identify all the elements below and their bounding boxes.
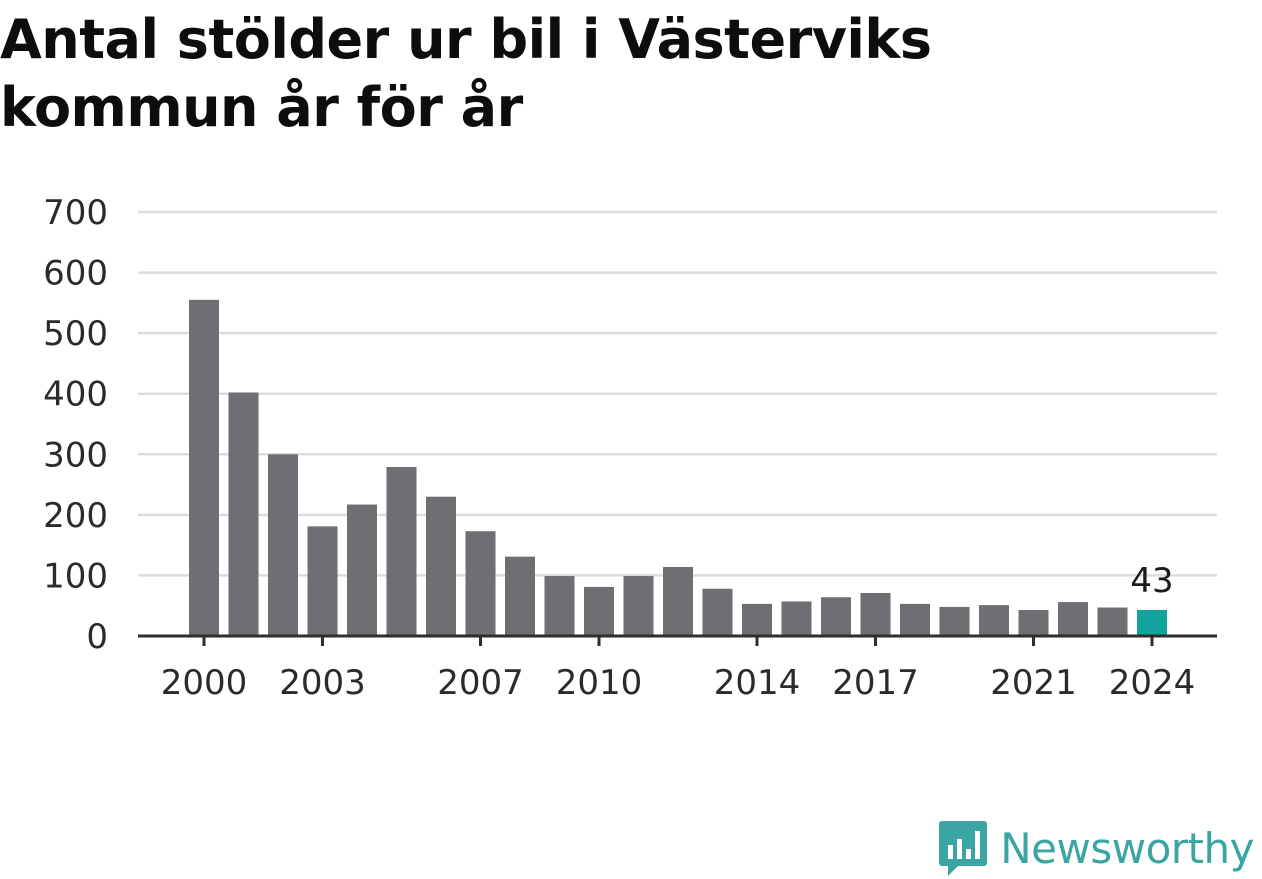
bar-2010 (584, 586, 614, 636)
bar-2016 (821, 597, 851, 636)
bar-2017 (860, 592, 891, 636)
x-tick-label-2021: 2021 (990, 663, 1077, 703)
x-tick-label-2010: 2010 (556, 663, 643, 703)
y-tick-label-100: 100 (43, 556, 108, 596)
bar-2021 (1018, 609, 1049, 636)
brand-name: Newsworthy (1000, 823, 1254, 873)
x-axis (138, 634, 1217, 646)
bar-2023 (1097, 607, 1128, 636)
annotations: 43 (1130, 561, 1173, 601)
newsworthy-logo-icon (939, 821, 988, 876)
x-tick-label-2000: 2000 (161, 663, 248, 703)
newsworthy-brand: Newsworthy (938, 819, 1254, 877)
gridlines (138, 210, 1217, 577)
bar-2022 (1058, 602, 1088, 636)
x-tick-label-2007: 2007 (437, 663, 524, 703)
y-tick-label-300: 300 (43, 435, 108, 475)
x-tick-label-2014: 2014 (714, 663, 801, 703)
y-tick-label-500: 500 (43, 314, 108, 354)
bar-2011 (623, 576, 654, 636)
bar-2018 (900, 603, 930, 636)
bar-2006 (426, 496, 456, 636)
bar-2005 (386, 467, 417, 636)
bar-2007 (465, 531, 496, 636)
x-axis-labels: 2000 2003 2007 2010 2014 2017 2021 2024 (161, 663, 1196, 703)
bar-2003 (307, 526, 338, 636)
bar-2024 (1137, 609, 1167, 636)
bar-2019 (939, 606, 970, 636)
bar-2015 (781, 601, 812, 636)
y-tick-label-400: 400 (43, 375, 108, 415)
x-tick-label-2024: 2024 (1109, 663, 1196, 703)
bar-2020 (979, 605, 1009, 636)
bar-2009 (544, 576, 575, 636)
bar-2002 (268, 454, 298, 636)
bar-2004 (347, 504, 377, 636)
bar-2014 (742, 603, 772, 636)
bar-2001 (228, 392, 259, 636)
bar-2008 (505, 556, 535, 636)
y-axis-labels: 0 100 200 300 400 500 600 700 (43, 193, 108, 657)
chart-title: Antal stölder ur bil i Västerviks kommun… (0, 8, 932, 139)
bars (189, 299, 1167, 636)
bar-2000 (189, 299, 219, 636)
x-tick-label-2003: 2003 (279, 663, 366, 703)
data-label-2024: 43 (1130, 561, 1173, 601)
y-tick-label-700: 700 (43, 193, 108, 233)
bar-2012 (663, 566, 693, 636)
y-tick-label-0: 0 (86, 617, 108, 657)
y-tick-label-600: 600 (43, 254, 108, 294)
y-tick-label-200: 200 (43, 496, 108, 536)
x-tick-label-2017: 2017 (832, 663, 919, 703)
bar-2013 (702, 588, 733, 636)
